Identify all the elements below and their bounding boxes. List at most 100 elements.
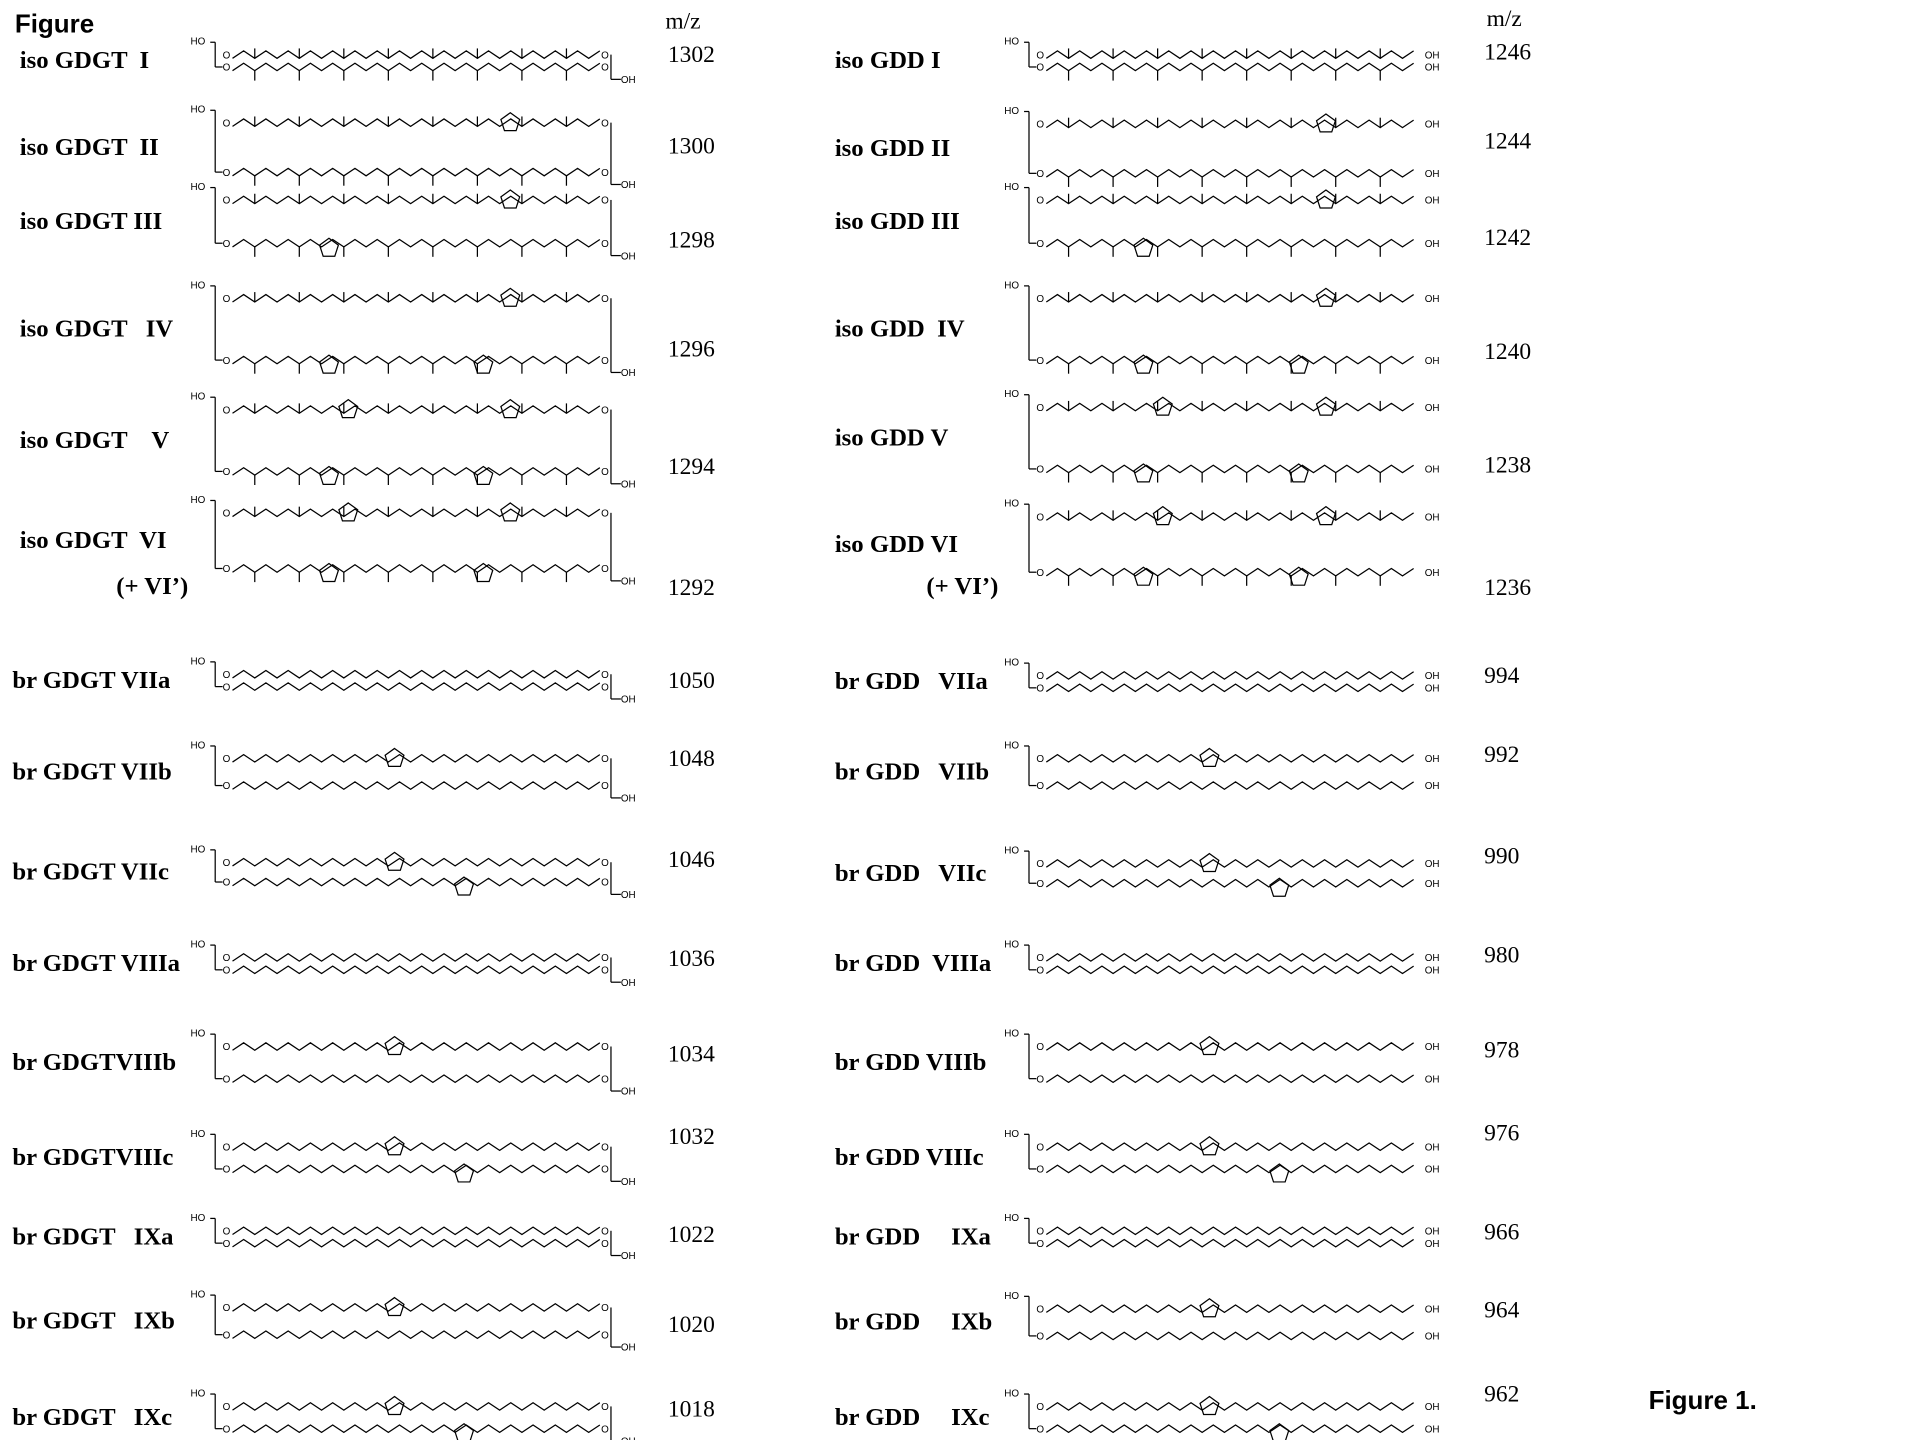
mz-value: 1046 <box>668 847 715 873</box>
atom-label: OH <box>621 577 636 588</box>
atom-label: HO <box>190 1389 205 1400</box>
atom-label: OH <box>1425 50 1440 61</box>
atom-label: O <box>223 196 231 207</box>
atom-label: O <box>1036 754 1044 765</box>
atom-label: OH <box>621 1251 636 1262</box>
atom-label: O <box>601 1165 609 1176</box>
atom-label: O <box>601 858 609 869</box>
chain <box>232 62 601 72</box>
figure-title: Figure <box>15 8 94 38</box>
cyclopentane <box>1133 237 1154 257</box>
atom-label: O <box>223 1330 231 1341</box>
atom-label: HO <box>190 495 205 506</box>
compound-sublabel: (+ VI’) <box>116 573 188 600</box>
compound-label: br GDD VIIIc <box>835 1144 984 1171</box>
atom-label: O <box>223 1424 231 1435</box>
atom-label: O <box>601 670 609 681</box>
atom-label: OH <box>1425 1074 1440 1085</box>
atom-label: O <box>601 1074 609 1085</box>
compound-label: iso GDGT III <box>20 208 162 235</box>
atom-label: OH <box>621 479 636 490</box>
cyclopentane <box>453 1163 475 1183</box>
cyclopentane <box>1315 189 1337 209</box>
mz-value: 976 <box>1484 1121 1519 1147</box>
atom-label: O <box>601 754 609 765</box>
mz-value: 1244 <box>1484 129 1531 155</box>
atom-label: OH <box>1425 1332 1440 1343</box>
cyclopentane <box>500 398 521 419</box>
cyclopentane <box>384 1395 405 1416</box>
compound-label: br GDGT VIIIa <box>12 950 180 977</box>
atom-label: O <box>601 239 609 250</box>
cyclopentane <box>384 1296 405 1317</box>
atom-label: O <box>1036 781 1044 792</box>
cyclopentane <box>473 354 494 374</box>
chain <box>1045 671 1414 680</box>
mz-value: 1298 <box>668 228 715 254</box>
atom-label: O <box>601 1142 609 1153</box>
atom-label: O <box>1036 1332 1044 1343</box>
mz-value: 1236 <box>1484 575 1531 601</box>
chain <box>1045 878 1414 888</box>
atom-label: O <box>601 196 609 207</box>
chain <box>1045 683 1414 693</box>
atom-label: OH <box>1425 966 1440 977</box>
compound-label: iso GDD IV <box>835 316 965 343</box>
atom-label: OH <box>1425 568 1440 579</box>
chain <box>1045 512 1414 522</box>
cyclopentane <box>1315 287 1337 307</box>
chain <box>232 508 601 518</box>
cyclopentane <box>384 851 405 871</box>
atom-label: HO <box>190 1129 205 1140</box>
chain <box>1045 1401 1414 1411</box>
cyclopentane <box>384 1035 405 1056</box>
chain <box>232 167 601 177</box>
compound-label: iso GDD V <box>835 424 949 451</box>
cyclopentane <box>1288 566 1309 586</box>
atom-label: O <box>223 1074 231 1085</box>
atom-label: HO <box>190 1029 205 1040</box>
mz-value: 1020 <box>668 1312 715 1338</box>
atom-label: HO <box>190 280 205 291</box>
atom-label: O <box>223 356 231 367</box>
atom-label: HO <box>190 182 205 193</box>
chain <box>1045 1042 1414 1051</box>
chain <box>232 965 601 975</box>
atom-label: O <box>601 953 609 964</box>
chain <box>232 1424 601 1434</box>
figure-caption: Figure 1. <box>1649 1385 1757 1415</box>
chain <box>1045 62 1414 72</box>
cyclopentane <box>500 502 521 522</box>
chain <box>1045 781 1414 791</box>
cyclopentane <box>338 398 359 419</box>
cyclopentane <box>318 354 340 374</box>
atom-label: O <box>1036 1239 1044 1250</box>
atom-label: OH <box>1425 403 1440 414</box>
chain <box>232 1238 601 1248</box>
chain <box>232 1074 601 1084</box>
atom-label: O <box>601 467 609 478</box>
atom-label: O <box>1036 169 1044 180</box>
chain <box>232 953 601 962</box>
cyclopentane <box>1199 1136 1220 1156</box>
cyclopentane <box>1199 747 1220 767</box>
compound-label: iso GDD I <box>835 47 941 74</box>
atom-label: O <box>223 1042 231 1053</box>
compound-label: br GDGT IXb <box>12 1307 175 1334</box>
atom-label: OH <box>621 368 636 379</box>
cyclopentane <box>473 465 494 486</box>
atom-label: O <box>223 754 231 765</box>
atom-label: OH <box>1425 1142 1440 1153</box>
atom-label: OH <box>621 251 636 262</box>
atom-label: O <box>1036 512 1044 523</box>
chain <box>1045 1164 1414 1174</box>
cyclopentane <box>318 237 340 257</box>
atom-label: HO <box>190 940 205 951</box>
atom-label: HO <box>1004 1029 1019 1040</box>
chain <box>232 1142 601 1152</box>
mz-value: 962 <box>1484 1381 1519 1407</box>
atom-label: HO <box>1004 846 1019 857</box>
atom-label: HO <box>1004 658 1019 669</box>
atom-label: OH <box>1425 1304 1440 1315</box>
atom-label: O <box>1036 966 1044 977</box>
